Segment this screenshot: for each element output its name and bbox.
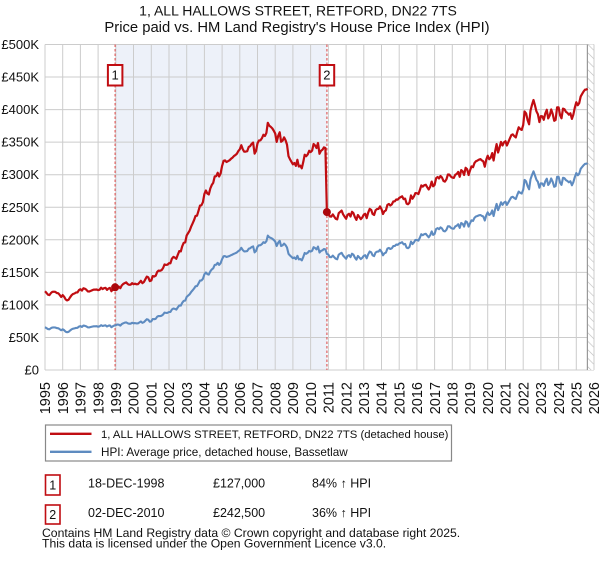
svg-text:2009: 2009 xyxy=(286,382,302,414)
svg-text:2015: 2015 xyxy=(392,382,408,414)
svg-text:2001: 2001 xyxy=(145,382,161,414)
svg-text:1: 1 xyxy=(49,479,56,493)
svg-text:2011: 2011 xyxy=(322,382,338,413)
svg-text:£150K: £150K xyxy=(1,265,39,280)
svg-text:18-DEC-1998: 18-DEC-1998 xyxy=(88,477,164,491)
svg-text:2026: 2026 xyxy=(587,382,600,414)
svg-text:£400K: £400K xyxy=(1,102,39,117)
svg-text:36% ↑ HPI: 36% ↑ HPI xyxy=(312,506,371,520)
svg-text:HPI: Average price, detached h: HPI: Average price, detached house, Bass… xyxy=(101,446,348,459)
svg-text:£50K: £50K xyxy=(9,330,40,345)
svg-text:£200K: £200K xyxy=(1,232,39,247)
svg-text:1997: 1997 xyxy=(74,382,90,414)
svg-text:2004: 2004 xyxy=(198,382,214,414)
svg-text:Contains HM Land Registry data: Contains HM Land Registry data © Crown c… xyxy=(42,526,460,540)
svg-text:1998: 1998 xyxy=(91,382,107,414)
svg-text:2002: 2002 xyxy=(162,382,178,414)
svg-text:2007: 2007 xyxy=(251,382,267,414)
svg-text:£450K: £450K xyxy=(1,70,39,85)
svg-text:2017: 2017 xyxy=(428,382,444,414)
svg-text:2014: 2014 xyxy=(375,382,391,414)
svg-text:2021: 2021 xyxy=(499,382,515,414)
svg-text:2024: 2024 xyxy=(552,382,568,414)
svg-text:£100K: £100K xyxy=(1,297,39,312)
svg-text:2019: 2019 xyxy=(463,382,479,414)
svg-text:1995: 1995 xyxy=(38,382,54,414)
svg-text:2010: 2010 xyxy=(304,382,320,414)
svg-text:2003: 2003 xyxy=(180,382,196,414)
svg-text:2008: 2008 xyxy=(268,382,284,414)
svg-text:Price paid vs. HM Land Registr: Price paid vs. HM Land Registry's House … xyxy=(104,20,489,36)
svg-text:1999: 1999 xyxy=(109,382,125,414)
svg-text:£0: £0 xyxy=(25,363,39,378)
svg-text:£350K: £350K xyxy=(1,135,39,150)
svg-text:£300K: £300K xyxy=(1,167,39,182)
svg-text:2: 2 xyxy=(323,68,330,83)
svg-text:1, ALL HALLOWS STREET, RETFORD: 1, ALL HALLOWS STREET, RETFORD, DN22 7TS… xyxy=(101,429,449,441)
svg-text:2000: 2000 xyxy=(127,382,143,414)
svg-text:2022: 2022 xyxy=(516,382,532,414)
svg-text:2018: 2018 xyxy=(446,382,462,414)
svg-text:2025: 2025 xyxy=(570,382,586,414)
svg-text:02-DEC-2010: 02-DEC-2010 xyxy=(88,506,164,520)
svg-text:2023: 2023 xyxy=(534,382,550,414)
svg-text:2: 2 xyxy=(49,508,56,522)
svg-text:1996: 1996 xyxy=(56,382,72,414)
svg-text:2012: 2012 xyxy=(339,382,355,414)
svg-text:2013: 2013 xyxy=(357,382,373,414)
svg-text:1: 1 xyxy=(111,68,118,83)
svg-text:£250K: £250K xyxy=(1,200,39,215)
svg-text:£127,000: £127,000 xyxy=(213,477,265,491)
svg-text:1, ALL HALLOWS STREET, RETFORD: 1, ALL HALLOWS STREET, RETFORD, DN22 7TS xyxy=(139,3,457,19)
svg-text:£500K: £500K xyxy=(1,37,39,52)
svg-text:This data is licensed under th: This data is licensed under the Open Gov… xyxy=(42,536,386,550)
svg-text:2020: 2020 xyxy=(481,382,497,414)
svg-text:2005: 2005 xyxy=(215,382,231,414)
svg-text:£242,500: £242,500 xyxy=(213,506,265,520)
svg-text:2016: 2016 xyxy=(410,382,426,414)
svg-text:84% ↑ HPI: 84% ↑ HPI xyxy=(312,477,371,491)
svg-text:2006: 2006 xyxy=(233,382,249,414)
